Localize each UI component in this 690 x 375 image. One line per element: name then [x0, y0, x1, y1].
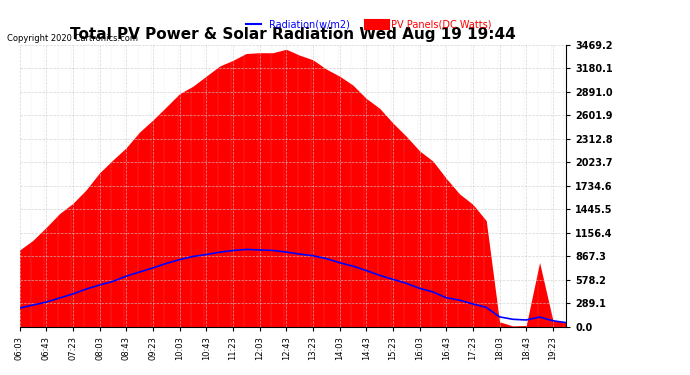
Title: Total PV Power & Solar Radiation Wed Aug 19 19:44: Total PV Power & Solar Radiation Wed Aug… [70, 27, 515, 42]
Legend: Radiation(w/m2), PV Panels(DC Watts): Radiation(w/m2), PV Panels(DC Watts) [242, 16, 496, 34]
Text: Copyright 2020 Cartronics.com: Copyright 2020 Cartronics.com [7, 34, 138, 43]
